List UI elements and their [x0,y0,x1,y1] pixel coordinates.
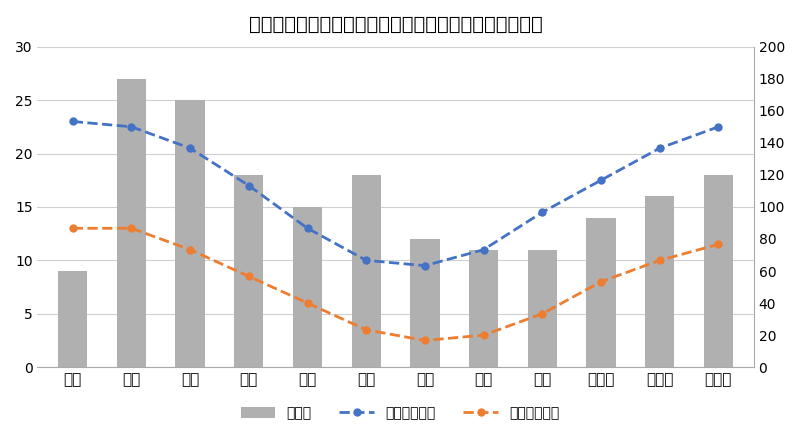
平均最高気温 [126,124,136,129]
平均最低気温 [420,338,430,343]
Bar [528,250,557,367]
Bar [704,175,733,367]
平均最高気温 [244,183,254,188]
平均最高気温 [655,146,665,151]
平均最低気温 [186,247,195,252]
平均最低気温 [714,242,723,247]
Title: ブルーマウンテンズ（カトゥーンバ）の年間気候グラフ: ブルーマウンテンズ（カトゥーンバ）の年間気候グラフ [249,15,542,34]
Bar [175,100,205,367]
平均最高気温 [362,258,371,263]
Bar [586,218,616,367]
Bar [645,196,674,367]
Bar [351,175,381,367]
平均最高気温 [479,247,489,252]
平均最低気温 [302,301,312,306]
平均最高気温 [714,124,723,129]
平均最高気温 [596,177,606,183]
Line: 平均最高気温: 平均最高気温 [70,118,722,269]
Bar [293,207,322,367]
平均最高気温 [538,210,547,215]
平均最高気温 [302,225,312,231]
Bar [234,175,263,367]
平均最低気温 [68,225,78,231]
平均最高気温 [186,146,195,151]
Bar [117,79,146,367]
Legend: 降水量, 平均最高気温, 平均最低気温: 降水量, 平均最高気温, 平均最低気温 [235,401,565,426]
平均最低気温 [596,279,606,284]
Bar [58,271,87,367]
平均最低気温 [126,225,136,231]
平均最高気温 [68,119,78,124]
Line: 平均最低気温: 平均最低気温 [70,225,722,344]
平均最低気温 [479,333,489,338]
Bar [469,250,498,367]
Bar [410,239,439,367]
平均最高気温 [420,263,430,268]
平均最低気温 [538,311,547,316]
平均最低気温 [655,258,665,263]
平均最低気温 [244,274,254,279]
平均最低気温 [362,327,371,333]
